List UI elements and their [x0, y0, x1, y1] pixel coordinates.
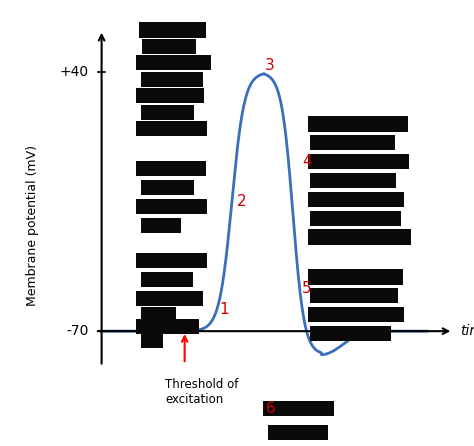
- Bar: [309, 307, 404, 322]
- Bar: [310, 173, 396, 188]
- Bar: [310, 326, 392, 341]
- Bar: [136, 161, 206, 176]
- Bar: [141, 272, 193, 287]
- Bar: [142, 39, 196, 54]
- Text: -70: -70: [66, 324, 89, 338]
- Bar: [139, 22, 206, 37]
- Text: 6: 6: [266, 401, 276, 416]
- Bar: [268, 425, 328, 440]
- Bar: [309, 116, 408, 132]
- Bar: [141, 218, 182, 233]
- Bar: [309, 192, 404, 207]
- Bar: [309, 269, 403, 285]
- Bar: [141, 180, 194, 195]
- Bar: [136, 290, 202, 306]
- Bar: [141, 307, 176, 322]
- Bar: [309, 229, 411, 245]
- Bar: [310, 288, 398, 303]
- Bar: [136, 121, 208, 136]
- Text: 3: 3: [264, 58, 274, 73]
- Text: 5: 5: [302, 281, 311, 296]
- Text: 4: 4: [302, 154, 311, 169]
- Bar: [141, 333, 164, 348]
- Text: Membrane potential (mV): Membrane potential (mV): [27, 145, 39, 306]
- Text: 1: 1: [219, 302, 228, 318]
- Bar: [263, 401, 335, 417]
- Bar: [136, 319, 199, 334]
- Bar: [310, 211, 401, 226]
- Text: Threshold of
excitation: Threshold of excitation: [165, 378, 238, 406]
- Text: +40: +40: [59, 65, 89, 79]
- Bar: [141, 105, 194, 120]
- Bar: [136, 55, 210, 70]
- Text: time: time: [460, 324, 474, 338]
- Bar: [309, 154, 410, 169]
- Bar: [136, 88, 204, 103]
- Text: 2: 2: [237, 194, 246, 209]
- Bar: [141, 72, 202, 87]
- Bar: [310, 135, 395, 150]
- Bar: [136, 253, 208, 268]
- Bar: [136, 199, 208, 214]
